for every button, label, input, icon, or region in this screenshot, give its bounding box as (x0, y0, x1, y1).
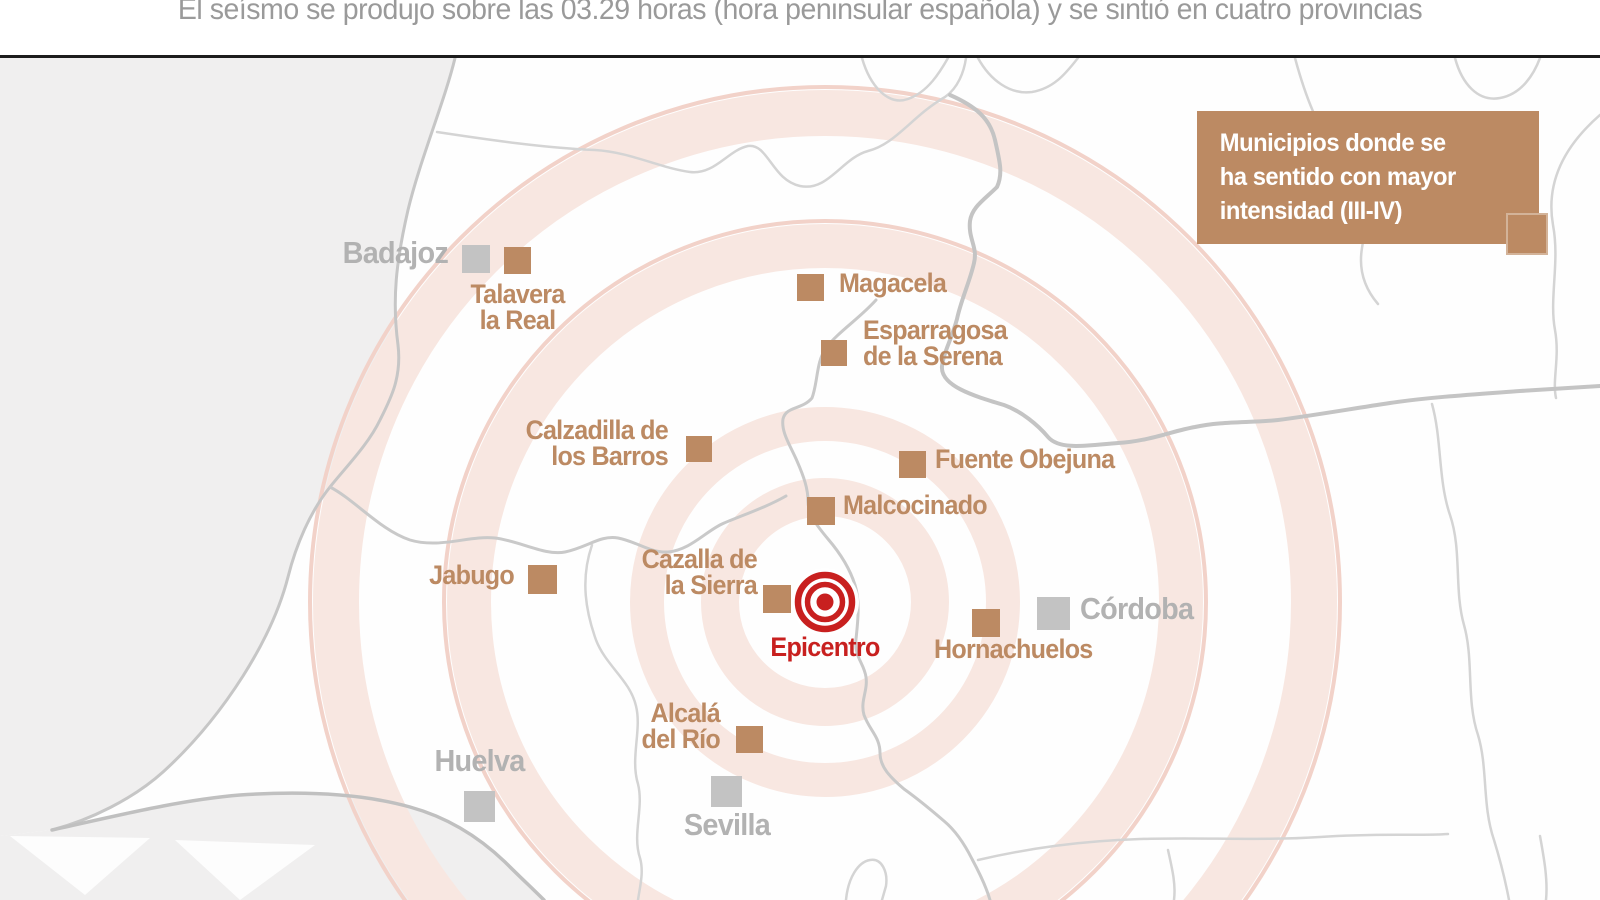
municipality-label-malcocinado: Malcocinado (843, 490, 988, 520)
legend-intensity-square (1506, 213, 1548, 255)
city-label-cordoba: Córdoba (1080, 591, 1194, 626)
province-borders (50, 56, 1600, 900)
municipality-square-malcocinado (807, 497, 835, 525)
municipality-square-esparragosa (821, 340, 847, 366)
municipality-label-esparragosa: Esparragosa de la Serena (863, 315, 1008, 371)
municipality-label-magacela: Magacela (839, 268, 947, 298)
municipality-square-fuente-obejuna (899, 451, 926, 478)
municipality-square-talavera (504, 247, 531, 274)
estuary-notch (10, 836, 150, 895)
municipality-label-fuente-obejuna: Fuente Obejuna (935, 444, 1115, 474)
municipality-label-alcala: Alcalá del Río (641, 698, 721, 754)
municipality-label-talavera: Talavera la Real (470, 279, 565, 335)
municipality-square-hornachuelos (972, 609, 1000, 637)
municipality-label-hornachuelos: Hornachuelos (934, 634, 1093, 664)
city-label-badajoz: Badajoz (342, 235, 449, 270)
page-title: El seísmo se produjo sobre las 03.29 hor… (177, 0, 1423, 26)
city-label-huelva: Huelva (434, 743, 525, 778)
legend-text: Municipios donde se ha sentido con mayor… (1219, 129, 1456, 225)
city-square-sevilla (711, 776, 742, 807)
municipality-square-cazalla (763, 585, 791, 613)
city-label-sevilla: Sevilla (683, 807, 771, 842)
epicenter-bullseye-icon (791, 568, 859, 636)
municipality-label-cazalla: Cazalla de la Sierra (641, 544, 758, 600)
city-square-badajoz (462, 245, 490, 273)
legend-box: Municipios donde se ha sentido con mayor… (1197, 111, 1539, 244)
municipality-square-jabugo (528, 565, 557, 594)
intensity-rings (308, 85, 1342, 900)
municipality-square-magacela (797, 274, 824, 301)
portugal-region (0, 58, 455, 836)
header-bar: El seísmo se produjo sobre las 03.29 hor… (0, 0, 1600, 58)
city-square-cordoba (1037, 597, 1070, 630)
municipality-label-jabugo: Jabugo (429, 560, 515, 590)
epicenter-label: Epicentro (770, 632, 880, 662)
estuary-notch (175, 840, 315, 900)
municipality-square-alcala (736, 726, 763, 753)
city-square-huelva (464, 791, 495, 822)
municipality-square-calzadilla (686, 436, 712, 462)
municipality-label-calzadilla: Calzadilla de los Barros (525, 415, 669, 471)
